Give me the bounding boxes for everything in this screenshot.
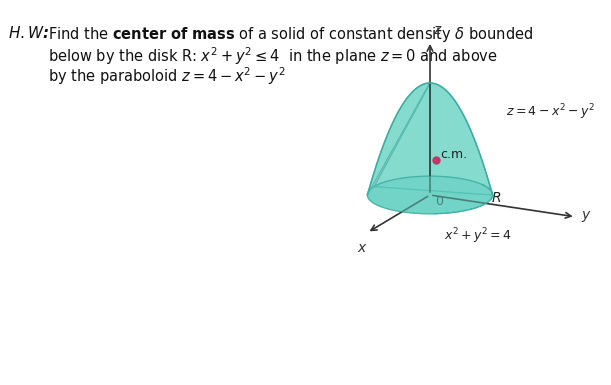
- Text: $R$: $R$: [491, 191, 502, 205]
- Text: by the paraboloid $z = 4 - x^2 - y^2$: by the paraboloid $z = 4 - x^2 - y^2$: [48, 65, 286, 87]
- Text: $x$: $x$: [357, 241, 368, 255]
- Text: $z = 4 - x^2 - y^2$: $z = 4 - x^2 - y^2$: [507, 102, 596, 122]
- Text: $x^2 + y^2 = 4$: $x^2 + y^2 = 4$: [444, 226, 511, 246]
- Text: Find the $\mathbf{center\ of\ mass}$ of a solid of constant density $\delta$ bou: Find the $\mathbf{center\ of\ mass}$ of …: [48, 25, 533, 44]
- Text: below by the disk R: $x^2 + y^2 \leq 4$  in the plane $z = 0$ and above: below by the disk R: $x^2 + y^2 \leq 4$ …: [48, 45, 498, 67]
- Text: $0$: $0$: [435, 195, 444, 208]
- Text: c.m.: c.m.: [441, 148, 468, 161]
- Polygon shape: [367, 83, 492, 214]
- Text: $y$: $y$: [580, 209, 591, 224]
- Polygon shape: [367, 176, 492, 214]
- Text: $\it{H.W}$:: $\it{H.W}$:: [8, 25, 49, 41]
- Text: $z$: $z$: [433, 23, 442, 37]
